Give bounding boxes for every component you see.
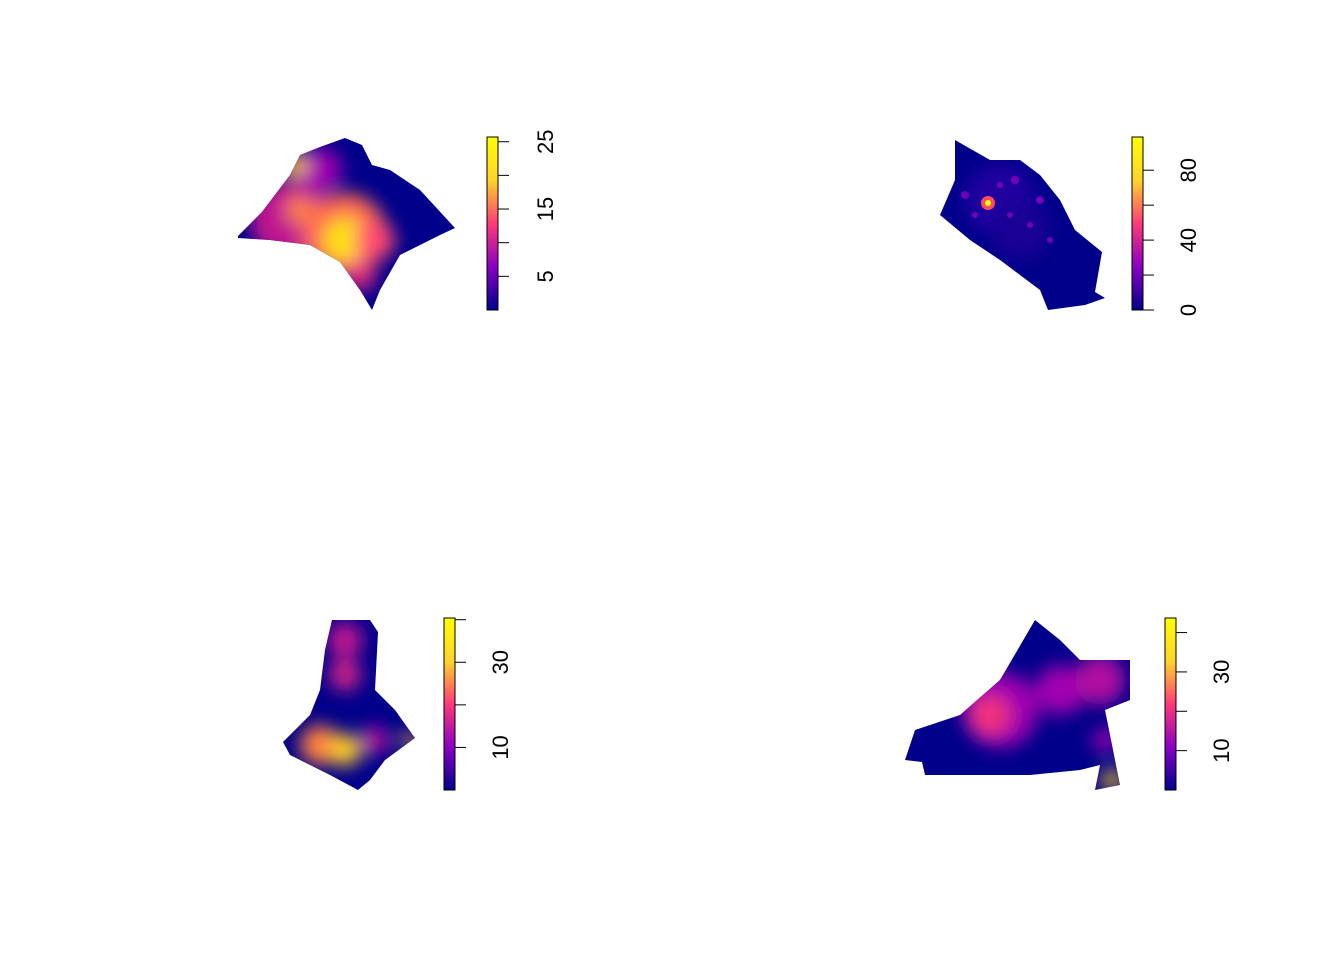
map	[905, 620, 1130, 790]
colorbar	[443, 617, 456, 791]
tick-label: 5	[533, 270, 558, 282]
tick-label: 25	[533, 129, 558, 153]
map	[238, 138, 455, 310]
tick-label: 30	[1209, 660, 1234, 684]
tick-label: 15	[533, 197, 558, 221]
map	[283, 620, 415, 790]
tick-label: 0	[1176, 304, 1201, 316]
tick-label: 40	[1176, 228, 1201, 252]
colorbar	[486, 136, 499, 311]
colorbar	[1164, 617, 1177, 791]
tick-label: 10	[488, 735, 513, 759]
tick-label: 80	[1176, 158, 1201, 182]
tick-label: 10	[1209, 738, 1234, 762]
map	[940, 140, 1105, 310]
tick-label: 30	[488, 650, 513, 674]
colorbar	[1131, 136, 1144, 311]
